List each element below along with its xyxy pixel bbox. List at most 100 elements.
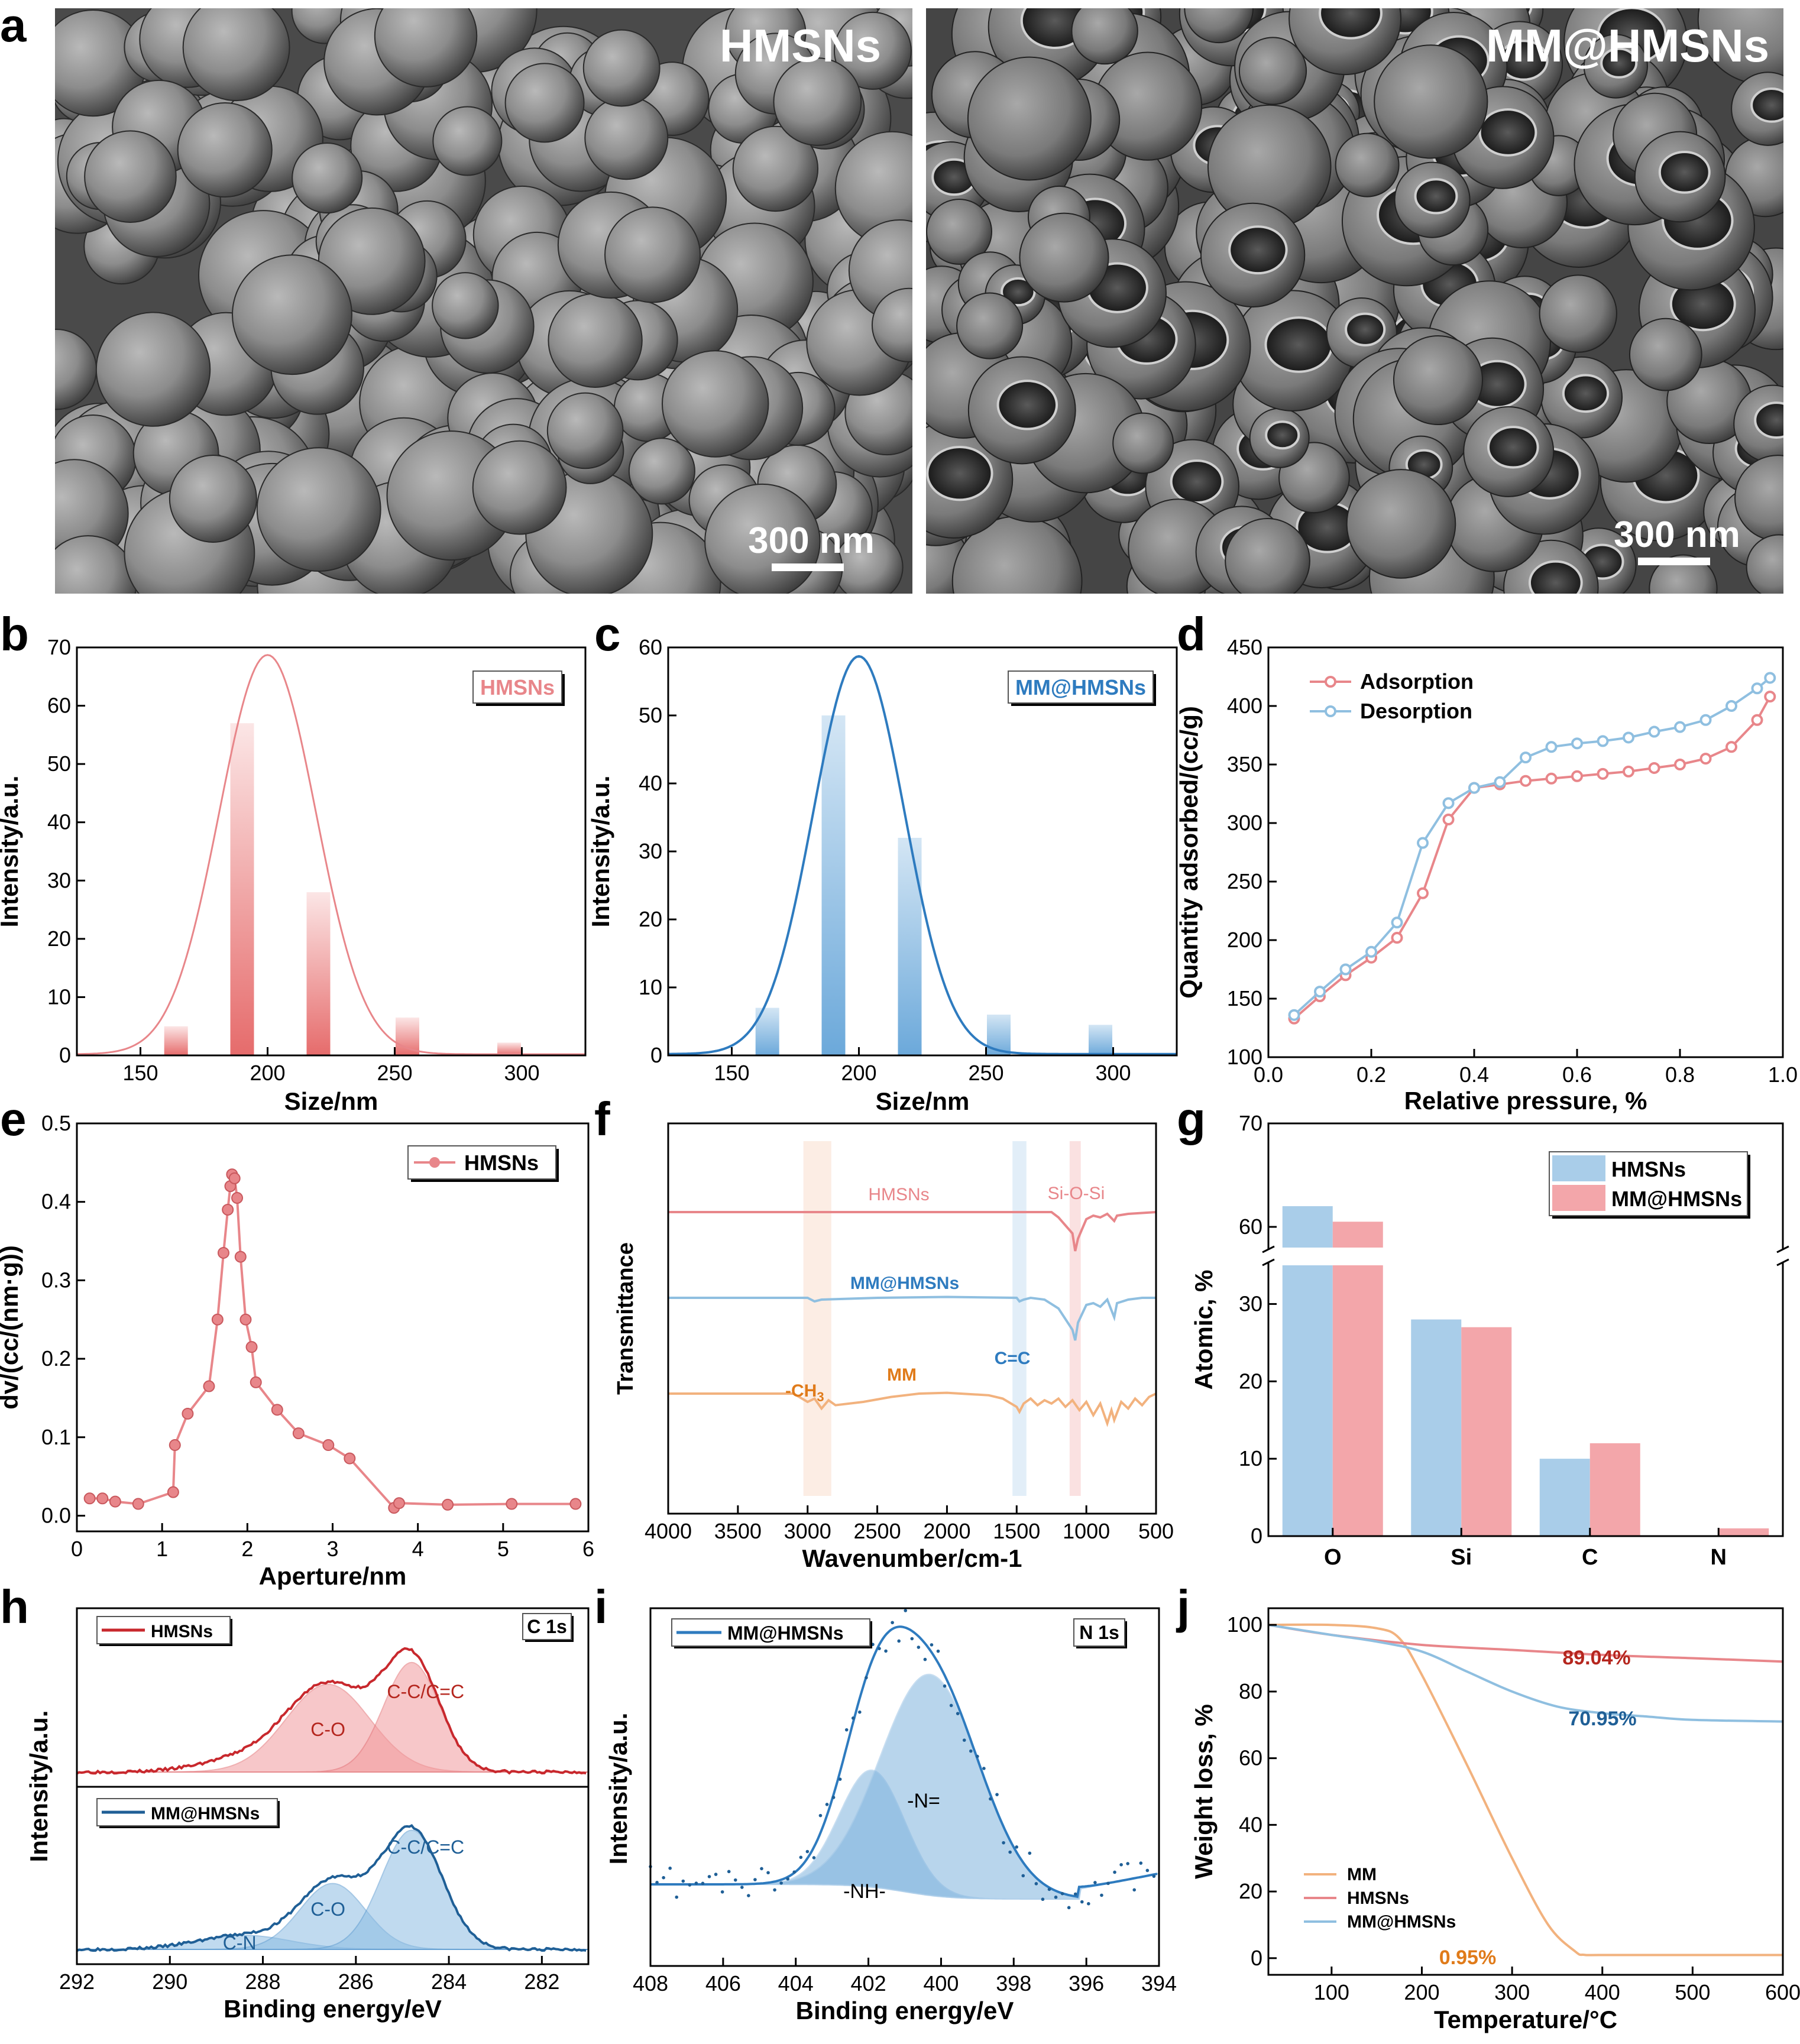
series-line-mm bbox=[1268, 1623, 1783, 1956]
sem-broken-shell bbox=[1600, 47, 1638, 79]
tag-label: C 1s bbox=[527, 1616, 567, 1637]
chart-f-ftir: 4000 3500 3000 2500 2000 1500 1000 500 Wavenumbe… bbox=[613, 1122, 1174, 1572]
raw-data-point bbox=[891, 1621, 894, 1625]
data-point bbox=[271, 1404, 283, 1416]
raw-data-point bbox=[917, 1645, 921, 1649]
raw-data-point bbox=[1145, 1868, 1150, 1873]
sem-particle bbox=[1539, 274, 1617, 353]
y-tick-label: 10 bbox=[1239, 1446, 1262, 1470]
data-point bbox=[239, 1313, 252, 1326]
sem-particle bbox=[628, 438, 695, 505]
raw-data-point bbox=[694, 1881, 698, 1885]
raw-data-point bbox=[1015, 1845, 1018, 1849]
sem-particle bbox=[967, 56, 1092, 181]
y-axis-label: Intensity/a.u. bbox=[604, 1713, 632, 1865]
raw-data-point bbox=[1041, 1897, 1045, 1902]
legend-box bbox=[1008, 670, 1154, 704]
data-point bbox=[1648, 762, 1660, 774]
sem-broken-shell bbox=[1750, 88, 1783, 123]
raw-data-point bbox=[825, 1803, 829, 1806]
data-point bbox=[1417, 837, 1429, 849]
raw-data-point bbox=[707, 1875, 711, 1878]
tag-box bbox=[522, 1613, 572, 1640]
peak-label-ch3: -CH3 bbox=[785, 1381, 824, 1404]
x-tick-label: 398 bbox=[996, 1971, 1031, 1996]
raw-data-point bbox=[1106, 1881, 1110, 1886]
data-point bbox=[132, 1498, 144, 1510]
scale-bar-label-hmsns: 300 nm bbox=[748, 520, 875, 561]
sem-particle bbox=[374, 8, 478, 88]
x-tick-label: 290 bbox=[152, 1970, 187, 1994]
data-point bbox=[1571, 770, 1583, 782]
x-axis-label: Aperture/nm bbox=[259, 1562, 407, 1590]
x-tick-label: 250 bbox=[377, 1061, 412, 1085]
raw-data-point bbox=[753, 1878, 757, 1881]
data-point bbox=[1442, 797, 1455, 809]
panel-letter-f: f bbox=[594, 1093, 610, 1145]
sem-particle bbox=[1374, 44, 1488, 159]
legend-swatch bbox=[1552, 1185, 1605, 1211]
sem-particle bbox=[1225, 518, 1310, 594]
raw-data-point bbox=[936, 1649, 940, 1653]
bar-190 bbox=[821, 715, 846, 1055]
peak-label-nh: -NH- bbox=[843, 1880, 886, 1903]
sem-broken-shell bbox=[1487, 426, 1539, 469]
raw-data-point bbox=[1002, 1841, 1005, 1845]
raw-data-point bbox=[733, 1878, 737, 1882]
x-tick-label: 4 bbox=[412, 1537, 424, 1561]
raw-data-point bbox=[962, 1738, 966, 1742]
legend-label: MM@HMSNs bbox=[727, 1622, 844, 1644]
x-tick-label: 2500 bbox=[854, 1519, 901, 1543]
sem-particle bbox=[1112, 412, 1174, 474]
data-point bbox=[1391, 932, 1403, 944]
y-tick-label: 10 bbox=[639, 975, 662, 999]
x-tick-label: 292 bbox=[59, 1970, 95, 1994]
y-tick-label: 0 bbox=[59, 1043, 71, 1067]
y-tick-label: 50 bbox=[639, 703, 662, 727]
data-point bbox=[344, 1452, 356, 1465]
sem-label-mm-hmsns: MM@HMSNs bbox=[1486, 20, 1769, 72]
sem-particle bbox=[584, 96, 669, 180]
x-tick-label: 1 bbox=[156, 1537, 168, 1561]
data-point bbox=[1365, 945, 1377, 958]
data-point bbox=[217, 1246, 229, 1259]
y-tick-label: 60 bbox=[639, 635, 662, 659]
raw-data-point bbox=[1067, 1906, 1071, 1910]
peak-label-c-c: C=C bbox=[995, 1349, 1031, 1368]
legend-label: MM bbox=[1347, 1865, 1377, 1884]
sem-broken-shell bbox=[1478, 108, 1537, 157]
envelope-line bbox=[650, 1625, 1158, 1899]
raw-data-point bbox=[812, 1856, 816, 1860]
data-point bbox=[322, 1439, 335, 1452]
chart-j-tga: 100 200 300 400 500 600 0 20 40 60 80 100 Temperatur… bbox=[1190, 1607, 1800, 2033]
raw-data-point bbox=[818, 1813, 823, 1818]
y-tick-label: 10 bbox=[47, 984, 71, 1009]
sem-particle bbox=[773, 57, 862, 146]
data-point bbox=[169, 1439, 181, 1452]
y-tick-label: 0.2 bbox=[41, 1346, 71, 1371]
axis-break-mark bbox=[1262, 1245, 1275, 1253]
sem-particle bbox=[661, 350, 769, 458]
raw-data-point bbox=[1087, 1902, 1090, 1906]
raw-data-point bbox=[910, 1637, 914, 1641]
data-point bbox=[109, 1495, 121, 1508]
sem-broken-shell bbox=[1170, 459, 1224, 504]
plot-frame bbox=[667, 646, 1178, 1057]
y-tick-label: 20 bbox=[1239, 1369, 1262, 1393]
data-point bbox=[1468, 782, 1480, 794]
sem-particle bbox=[582, 29, 661, 107]
legend-label: HMSNs bbox=[480, 675, 555, 699]
x-tick-label: 1000 bbox=[1063, 1519, 1110, 1543]
sem-particle bbox=[232, 254, 352, 375]
sem-particle bbox=[1071, 8, 1138, 65]
bar-220 bbox=[898, 838, 922, 1055]
x-tick-label: 100 bbox=[1314, 1980, 1349, 2004]
data-point bbox=[1764, 691, 1776, 703]
x-tick-label: 3500 bbox=[714, 1519, 762, 1543]
raw-data-point bbox=[662, 1875, 665, 1880]
x-tick-label: 284 bbox=[431, 1970, 467, 1994]
raw-data-point bbox=[681, 1879, 685, 1883]
sem-particle bbox=[177, 102, 273, 198]
y-axis-label: Weight loss, % bbox=[1190, 1704, 1218, 1879]
x-tick-label: 250 bbox=[968, 1061, 1003, 1085]
